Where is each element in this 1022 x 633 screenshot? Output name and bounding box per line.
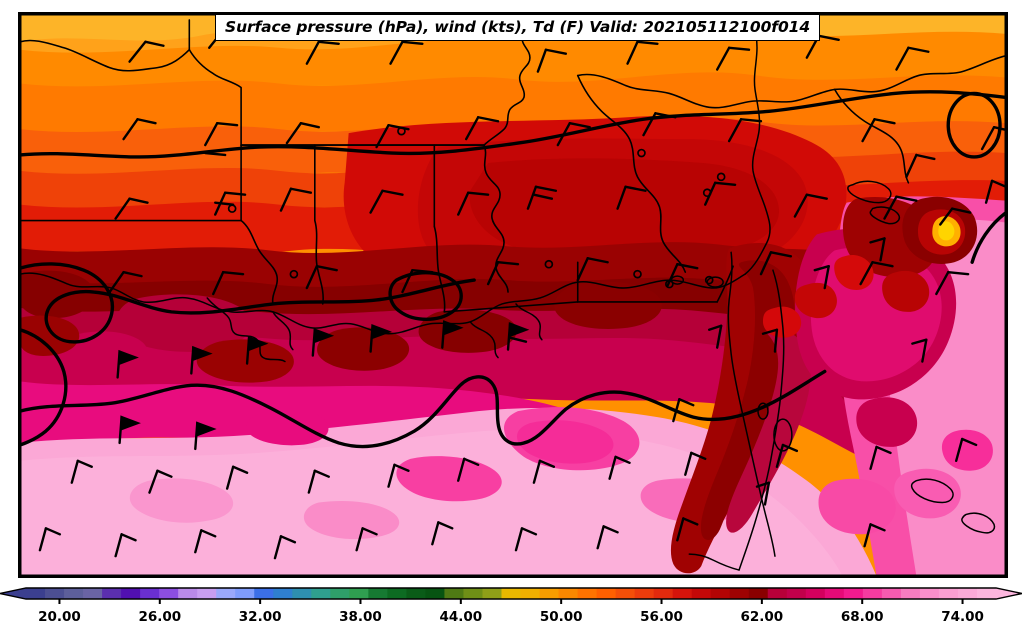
colorbar-swatch	[26, 588, 46, 599]
colorbar-swatch	[672, 588, 693, 599]
map-frame[interactable]	[18, 12, 1008, 578]
colorbar-swatch	[463, 588, 484, 599]
colorbar-swatch	[615, 588, 636, 599]
colorbar-swatch	[786, 588, 807, 599]
colorbar-swatch	[862, 588, 883, 599]
colorbar-swatch	[596, 588, 617, 599]
colorbar-swatch	[691, 588, 712, 599]
colorbar-swatch	[805, 588, 826, 599]
colorbar-extend-max	[996, 588, 1022, 599]
colorbar-swatch	[216, 588, 236, 599]
colorbar-swatch	[83, 588, 103, 599]
colorbar-tick-label: 56.00	[640, 609, 683, 625]
colorbar-swatch	[178, 588, 198, 599]
colorbar-tick-labels: 20.00 26.00 32.00 38.00 44.00 50.00 56.00 62.00…	[38, 609, 984, 625]
colorbar-swatch	[330, 588, 350, 599]
map-canvas[interactable]	[20, 14, 1006, 576]
wind-barbs-layer	[38, 26, 1006, 560]
colorbar-swatch	[957, 588, 978, 599]
colorbar-swatch	[653, 588, 674, 599]
colorbar-swatch	[349, 588, 369, 599]
colorbar-extend-min	[0, 588, 26, 599]
colorbar-tick-label: 38.00	[339, 609, 382, 625]
colorbar-swatch	[387, 588, 407, 599]
colorbar-ticks	[58, 599, 964, 604]
colorbar-swatch	[976, 588, 997, 599]
colorbar-swatch	[938, 588, 959, 599]
colorbar-swatch	[710, 588, 731, 599]
colorbar-swatch	[482, 588, 503, 599]
colorbar-swatch	[881, 588, 902, 599]
colorbar[interactable]: 20.00 26.00 32.00 38.00 44.00 50.00 56.00 62.00…	[0, 585, 1022, 633]
colorbar-swatch	[292, 588, 312, 599]
colorbar-tick-label: 68.00	[841, 609, 884, 625]
colorbar-swatch	[235, 588, 255, 599]
colorbar-outline	[0, 587, 1022, 600]
colorbar-tick-label: 20.00	[38, 609, 81, 625]
colorbar-tick-label: 44.00	[439, 609, 482, 625]
colorbar-swatch	[273, 588, 293, 599]
colorbar-swatch	[767, 588, 788, 599]
colorbar-swatch	[729, 588, 750, 599]
colorbar-swatch	[45, 588, 65, 599]
colorbar-swatch	[444, 588, 465, 599]
colorbar-swatch	[406, 588, 427, 599]
coastline-layer	[20, 19, 996, 571]
colorbar-swatch	[159, 588, 179, 599]
colorbar-swatch	[311, 588, 331, 599]
colorbar-swatch	[634, 588, 655, 599]
colorbar-swatch	[501, 588, 522, 599]
colorbar-swatch	[843, 588, 864, 599]
colorbar-swatch	[64, 588, 84, 599]
pressure-isobars-layer	[20, 90, 1006, 449]
colorbar-swatch	[824, 588, 845, 599]
colorbar-swatch	[121, 588, 141, 599]
map-title: Surface pressure (hPa), wind (kts), Td (…	[215, 14, 821, 41]
colorbar-svg[interactable]: 20.00 26.00 32.00 38.00 44.00 50.00 56.00 62.00…	[0, 585, 1022, 633]
colorbar-swatch	[197, 588, 217, 599]
colorbar-tick-label: 74.00	[941, 609, 984, 625]
colorbar-swatch	[539, 588, 560, 599]
colorbar-swatch	[140, 588, 160, 599]
colorbar-swatch	[577, 588, 598, 599]
colorbar-tick-label: 50.00	[540, 609, 583, 625]
colorbar-swatch	[900, 588, 921, 599]
colorbar-swatch	[520, 588, 541, 599]
colorbar-swatches	[0, 587, 1022, 600]
colorbar-tick-label: 62.00	[741, 609, 784, 625]
colorbar-swatch	[919, 588, 940, 599]
colorbar-swatch	[102, 588, 122, 599]
colorbar-swatch	[254, 588, 274, 599]
colorbar-tick-label: 32.00	[239, 609, 282, 625]
colorbar-swatch	[425, 588, 446, 599]
colorbar-swatch	[558, 588, 579, 599]
colorbar-swatch	[368, 588, 388, 599]
colorbar-tick-label: 26.00	[138, 609, 181, 625]
colorbar-swatch	[748, 588, 769, 599]
